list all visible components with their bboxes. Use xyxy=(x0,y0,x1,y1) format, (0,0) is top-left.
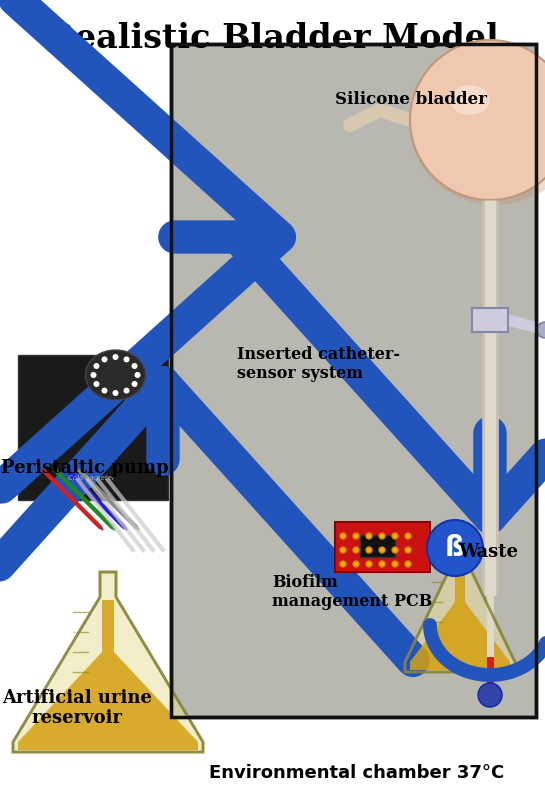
FancyArrow shape xyxy=(42,469,103,530)
Ellipse shape xyxy=(86,350,146,400)
Circle shape xyxy=(405,547,411,553)
Bar xyxy=(335,522,430,572)
Circle shape xyxy=(392,547,398,553)
Circle shape xyxy=(135,372,141,378)
Polygon shape xyxy=(410,564,510,670)
Text: Inserted catheter-
sensor system: Inserted catheter- sensor system xyxy=(237,346,400,382)
Circle shape xyxy=(379,547,385,553)
Circle shape xyxy=(537,322,545,338)
Bar xyxy=(450,527,470,542)
Circle shape xyxy=(427,520,483,576)
Polygon shape xyxy=(18,600,198,750)
Circle shape xyxy=(353,561,359,567)
Circle shape xyxy=(101,387,107,394)
Circle shape xyxy=(353,547,359,553)
Circle shape xyxy=(112,354,118,360)
Circle shape xyxy=(93,363,99,369)
Text: Environmental chamber 37°C: Environmental chamber 37°C xyxy=(209,764,505,782)
Circle shape xyxy=(353,533,359,539)
Circle shape xyxy=(340,561,346,567)
Bar xyxy=(18,355,168,500)
Circle shape xyxy=(379,533,385,539)
Text: Peristaltic pump: Peristaltic pump xyxy=(1,459,168,477)
Circle shape xyxy=(90,372,96,378)
Bar xyxy=(360,535,395,557)
Bar xyxy=(171,44,536,717)
Circle shape xyxy=(93,381,99,387)
Polygon shape xyxy=(405,542,515,672)
Text: Biofilm
management PCB: Biofilm management PCB xyxy=(272,574,433,610)
Bar xyxy=(171,44,536,717)
Text: Artificial urine
reservoir: Artificial urine reservoir xyxy=(2,689,153,727)
Circle shape xyxy=(131,363,137,369)
Circle shape xyxy=(366,533,372,539)
Ellipse shape xyxy=(450,85,490,115)
Polygon shape xyxy=(13,572,203,752)
Circle shape xyxy=(478,683,502,707)
Ellipse shape xyxy=(410,45,545,205)
Circle shape xyxy=(366,547,372,553)
Circle shape xyxy=(124,357,130,362)
Circle shape xyxy=(392,561,398,567)
Circle shape xyxy=(366,561,372,567)
Bar xyxy=(472,308,508,332)
Circle shape xyxy=(340,533,346,539)
Circle shape xyxy=(392,533,398,539)
Circle shape xyxy=(405,533,411,539)
Circle shape xyxy=(379,561,385,567)
FancyArrow shape xyxy=(78,469,139,530)
FancyArrow shape xyxy=(54,469,115,530)
FancyArrow shape xyxy=(66,469,127,530)
Circle shape xyxy=(410,40,545,200)
Circle shape xyxy=(131,381,137,387)
Text: Waste: Waste xyxy=(458,543,518,561)
Text: Colo Lameter: Colo Lameter xyxy=(68,475,115,481)
Circle shape xyxy=(101,357,107,362)
Text: Silicone bladder: Silicone bladder xyxy=(336,91,487,109)
Circle shape xyxy=(124,387,130,394)
Text: ß: ß xyxy=(445,534,465,562)
Circle shape xyxy=(112,390,118,396)
Text: Realistic Bladder Model: Realistic Bladder Model xyxy=(47,22,498,55)
Circle shape xyxy=(405,561,411,567)
Circle shape xyxy=(340,547,346,553)
